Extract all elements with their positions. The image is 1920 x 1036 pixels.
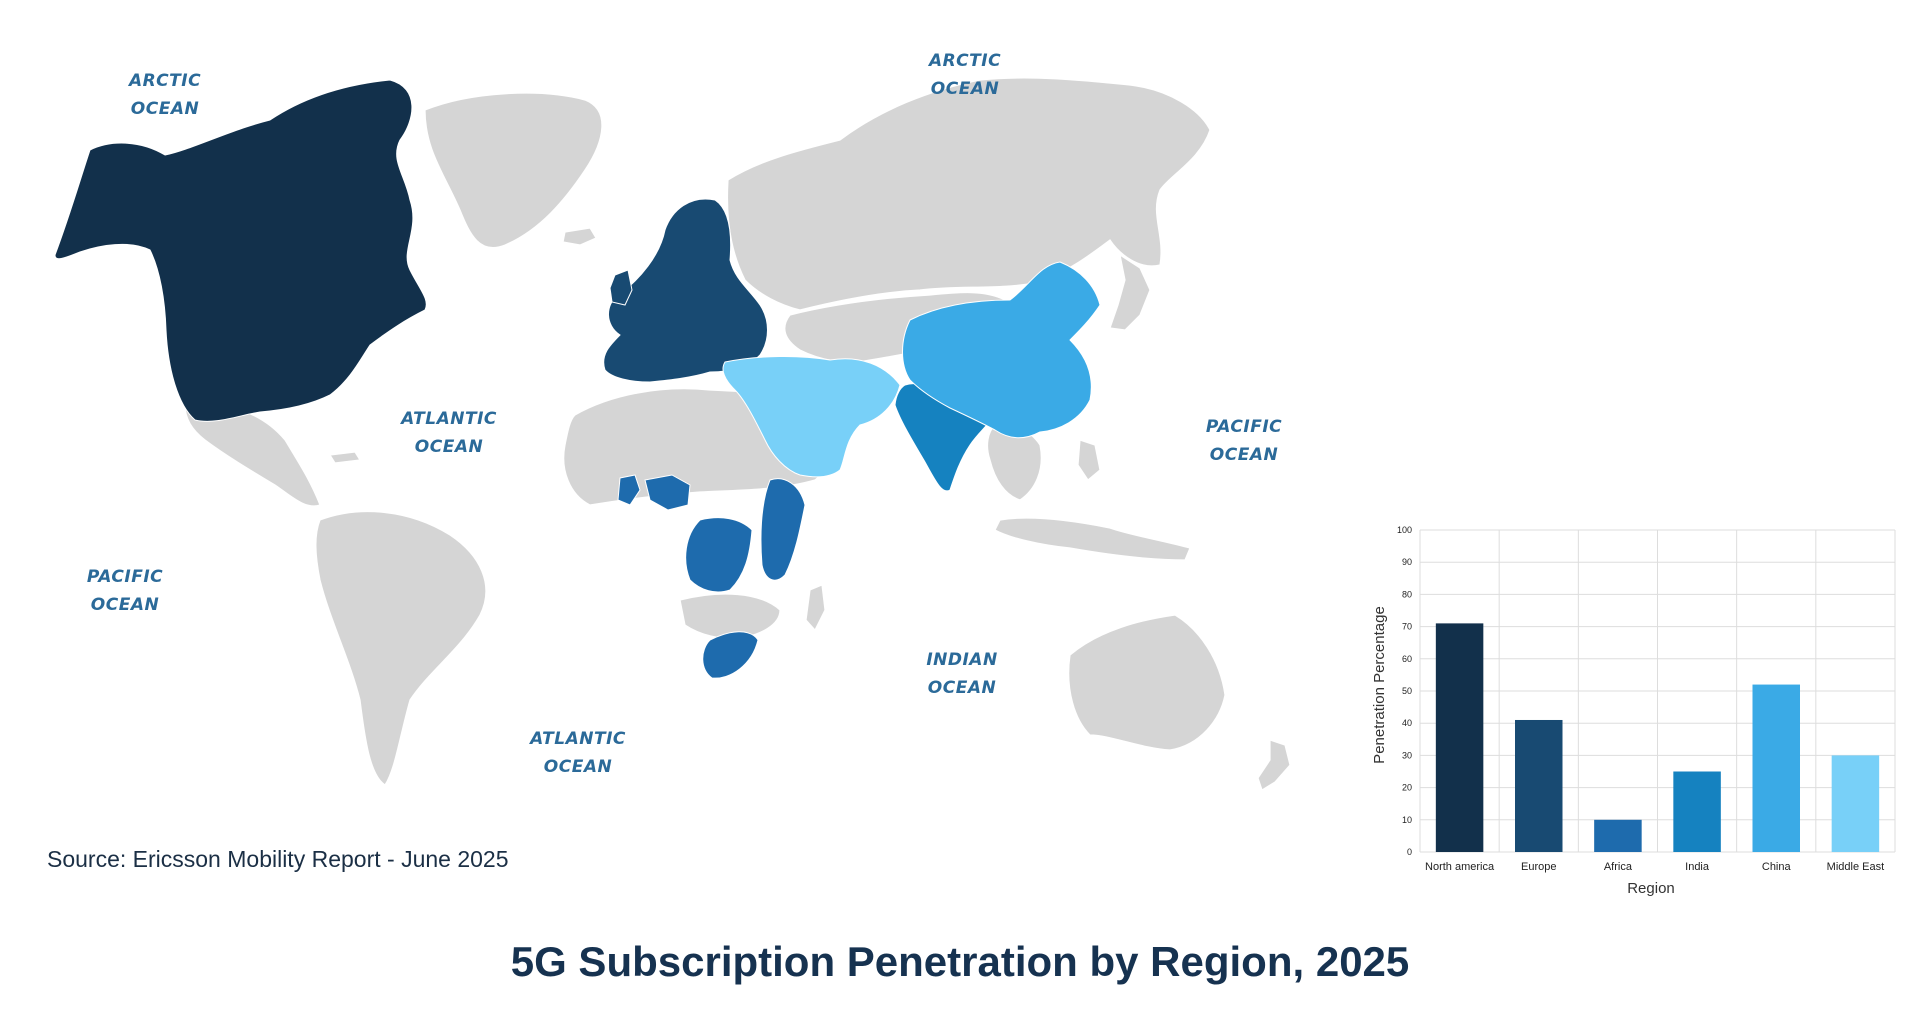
chart-ytick-label: 20 (1402, 783, 1412, 793)
chart-xtick-label: Africa (1604, 861, 1633, 873)
svg-text:OCEAN: OCEAN (91, 595, 159, 615)
svg-text:ATLANTIC: ATLANTIC (399, 409, 497, 429)
chart-bar (1515, 719, 1563, 852)
chart-xtick-label: China (1762, 861, 1792, 873)
ocean-label-pacific-west: PACIFIC OCEAN (87, 567, 163, 615)
svg-text:OCEAN: OCEAN (415, 437, 483, 457)
svg-text:ATLANTIC: ATLANTIC (528, 729, 626, 749)
chart-xtick-label: North america (1425, 861, 1495, 873)
chart-ytick-label: 80 (1402, 589, 1412, 599)
chart-ytick-label: 10 (1402, 815, 1412, 825)
chart-ytick-label: 90 (1402, 557, 1412, 567)
chart-ytick-label: 60 (1402, 654, 1412, 664)
world-map: ARCTIC OCEAN ARCTIC OCEAN ATLANTIC OCEAN… (54, 51, 1291, 791)
chart-ytick-label: 0 (1407, 847, 1412, 857)
svg-text:OCEAN: OCEAN (131, 99, 199, 119)
chart-x-ticks: North america Europe Africa India China Middl… (1425, 861, 1884, 873)
chart-bar (1752, 684, 1800, 852)
chart-xtick-label: India (1685, 861, 1710, 873)
chart-grid (1419, 529, 1896, 853)
svg-text:ARCTIC: ARCTIC (927, 51, 1001, 71)
region-africa (617, 474, 806, 679)
region-china (902, 261, 1101, 439)
region-middle-east (722, 355, 901, 478)
chart-ytick-label: 100 (1397, 525, 1412, 535)
ocean-label-atlantic-north: ATLANTIC OCEAN (399, 409, 497, 457)
chart-ylabel: Penetration Percentage (1371, 606, 1388, 764)
region-europe-uk (609, 269, 633, 306)
svg-text:PACIFIC: PACIFIC (1206, 417, 1282, 437)
chart-bar (1831, 755, 1880, 852)
ocean-label-pacific-east: PACIFIC OCEAN (1206, 417, 1282, 465)
svg-text:OCEAN: OCEAN (931, 79, 999, 99)
svg-text:INDIAN: INDIAN (926, 650, 997, 670)
svg-text:OCEAN: OCEAN (1210, 445, 1278, 465)
svg-text:ARCTIC: ARCTIC (127, 71, 201, 91)
chart-bar (1594, 819, 1642, 852)
region-north-america (54, 79, 427, 422)
ocean-label-arctic-west: ARCTIC OCEAN (127, 71, 201, 119)
svg-text:OCEAN: OCEAN (928, 678, 996, 698)
ocean-label-atlantic-south: ATLANTIC OCEAN (528, 729, 626, 777)
svg-text:OCEAN: OCEAN (544, 757, 612, 777)
ocean-label-indian: INDIAN OCEAN (926, 650, 997, 698)
chart-xtick-label: Europe (1521, 861, 1556, 873)
chart-bar (1435, 623, 1484, 852)
bar-chart: 0 10 20 30 40 50 60 70 80 90 100 North america Euro… (1371, 525, 1896, 897)
chart-ytick-label: 30 (1402, 750, 1412, 760)
source-note: Source: Ericsson Mobility Report - June … (47, 846, 509, 872)
chart-ytick-label: 70 (1402, 622, 1412, 632)
svg-text:PACIFIC: PACIFIC (87, 567, 163, 587)
region-europe (603, 198, 768, 383)
chart-bar (1673, 771, 1721, 852)
chart-bars (1435, 623, 1880, 852)
chart-y-ticks: 0 10 20 30 40 50 60 70 80 90 100 (1397, 525, 1412, 857)
page-title: 5G Subscription Penetration by Region, 2… (510, 938, 1410, 985)
chart-ytick-label: 40 (1402, 718, 1412, 728)
chart-xlabel: Region (1627, 880, 1675, 897)
chart-ytick-label: 50 (1402, 686, 1412, 696)
ocean-label-arctic-east: ARCTIC OCEAN (927, 51, 1001, 99)
chart-xtick-label: Middle East (1827, 861, 1884, 873)
land-other (184, 77, 1291, 791)
